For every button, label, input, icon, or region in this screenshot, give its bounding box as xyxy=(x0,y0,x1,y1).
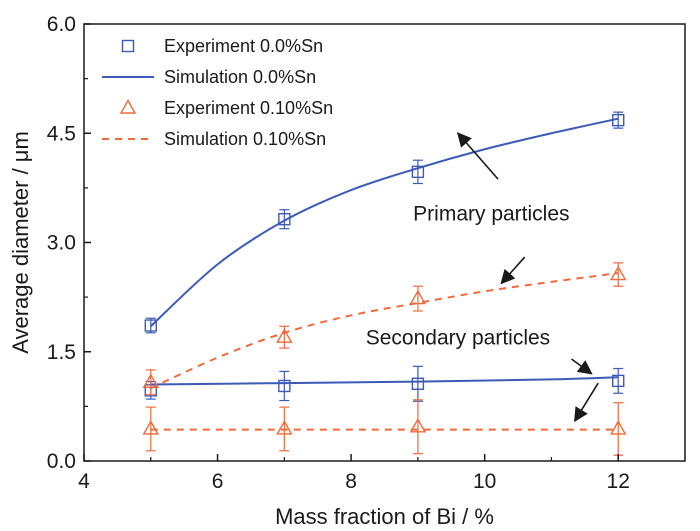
data-point xyxy=(276,328,293,343)
series-line xyxy=(150,376,619,386)
series-layer xyxy=(142,111,627,456)
series-1 xyxy=(150,117,619,386)
series-0 xyxy=(144,111,625,402)
legend-label: Simulation 0.10%Sn xyxy=(164,129,326,149)
annotations: Primary particles Secondary particles xyxy=(366,132,599,423)
series-2 xyxy=(142,262,627,456)
series-line xyxy=(150,272,619,390)
y-tick-label: 6.0 xyxy=(47,13,76,36)
legend-swatch-marker xyxy=(119,99,137,114)
data-point xyxy=(278,379,291,393)
data-point xyxy=(411,377,425,390)
annotation-arrow xyxy=(457,132,499,180)
x-axis-title: Mass fraction of Bi / % xyxy=(275,504,494,529)
legend-label: Simulation 0.0%Sn xyxy=(164,67,316,87)
series-3 xyxy=(150,272,619,431)
data-point xyxy=(276,420,293,435)
annotation-label: Primary particles xyxy=(413,203,569,226)
y-axis-title: Average diameter / μm xyxy=(8,131,33,354)
x-tick-label: 12 xyxy=(607,470,630,493)
data-point xyxy=(144,319,157,332)
axis-ticks: 4 6 8 10 12 0.0 1.5 3.0 4.5 6.0 xyxy=(47,13,630,493)
series-line xyxy=(150,117,619,327)
annotation-arrow xyxy=(574,382,599,423)
annotation-label: Secondary particles xyxy=(366,326,550,349)
x-tick-label: 4 xyxy=(78,470,90,493)
legend-label: Experiment 0.0%Sn xyxy=(164,36,323,56)
data-point xyxy=(409,289,427,305)
y-tick-label: 3.0 xyxy=(47,232,76,255)
plot-frame xyxy=(83,23,686,462)
x-tick-label: 6 xyxy=(212,470,224,493)
annotation-arrow xyxy=(571,358,593,375)
y-tick-label: 4.5 xyxy=(47,122,76,145)
data-point xyxy=(610,420,627,435)
x-tick-label: 8 xyxy=(345,470,357,493)
y-tick-label: 0.0 xyxy=(47,450,76,473)
data-point xyxy=(409,417,427,433)
y-tick-label: 1.5 xyxy=(47,341,76,364)
data-point xyxy=(610,265,627,281)
data-point xyxy=(142,420,159,435)
legend-label: Experiment 0.10%Sn xyxy=(164,98,333,118)
data-point xyxy=(278,212,291,226)
legend: Experiment 0.0%Sn Simulation 0.0%Sn Experi… xyxy=(102,36,333,149)
data-point xyxy=(612,374,625,388)
annotation-arrow xyxy=(500,256,526,285)
x-tick-label: 10 xyxy=(473,470,496,493)
data-point xyxy=(411,165,425,179)
legend-swatch-marker xyxy=(121,39,135,53)
